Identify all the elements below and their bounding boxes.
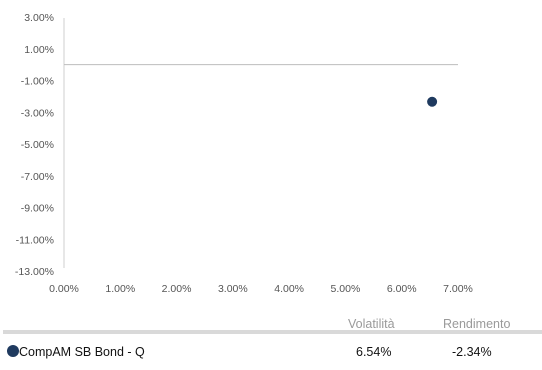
x-tick-label: 6.00% (387, 283, 417, 295)
x-tick-label: 0.00% (49, 283, 79, 295)
row-fund-name: CompAM SB Bond - Q (19, 345, 145, 359)
row-volatility: 6.54% (356, 345, 392, 359)
data-point (427, 96, 438, 107)
y-tick-label: -11.00% (16, 234, 54, 246)
y-tick-label: 3.00% (24, 12, 54, 24)
header-volatility: Volatilità (348, 317, 395, 331)
y-tick-label: -3.00% (21, 107, 54, 119)
x-tick-label: 7.00% (443, 283, 473, 295)
x-tick-label: 1.00% (105, 283, 135, 295)
x-tick-label: 3.00% (218, 283, 248, 295)
scatter-chart: 3.00% 1.00% -1.00% -3.00% -5.00% -7.00% -9.00%… (15, 12, 473, 295)
y-tick-label: -13.00% (15, 266, 54, 278)
y-tick-label: 1.00% (24, 44, 54, 56)
y-tick-label: -5.00% (21, 139, 54, 151)
series-marker-icon (7, 345, 19, 357)
header-return: Rendimento (443, 317, 511, 331)
x-tick-label: 2.00% (162, 283, 192, 295)
y-tick-label: -9.00% (21, 203, 54, 215)
y-tick-label: -7.00% (21, 171, 54, 183)
y-tick-label: -1.00% (21, 76, 54, 88)
x-tick-label: 5.00% (331, 283, 361, 295)
table-separator (3, 330, 542, 334)
row-return: -2.34% (452, 345, 492, 359)
x-tick-label: 4.00% (274, 283, 304, 295)
